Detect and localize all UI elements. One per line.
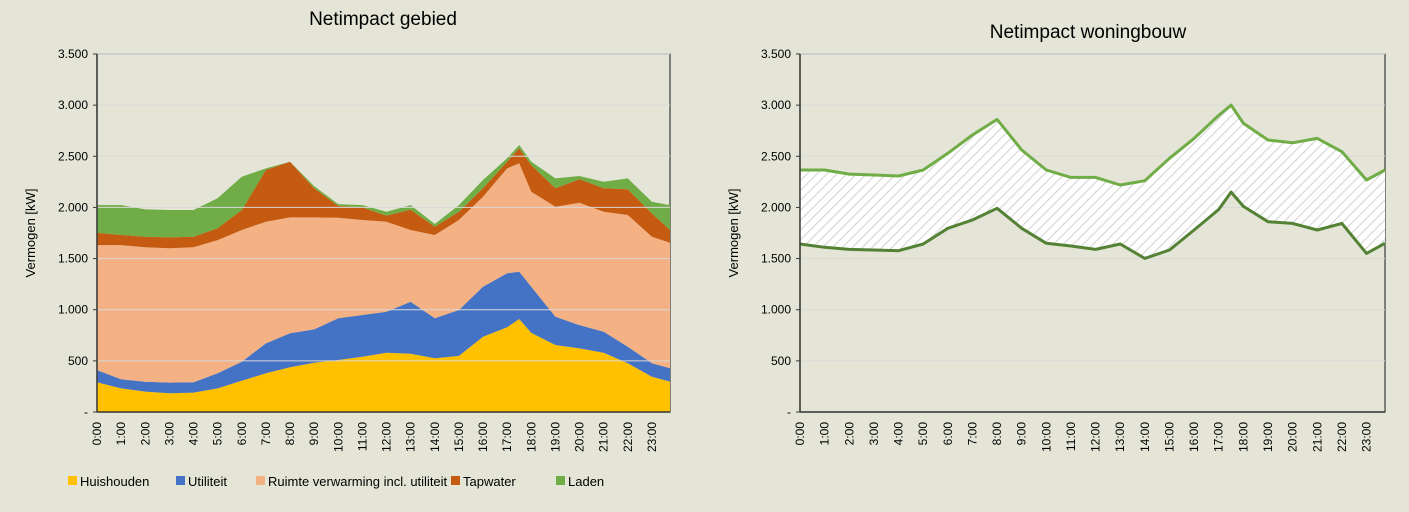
- x-tick-label: 12:00: [1089, 422, 1103, 452]
- x-tick-label: 18:00: [1236, 422, 1250, 452]
- y-tick-label: 3.500: [58, 47, 88, 61]
- y-tick-label: 3.000: [761, 98, 791, 112]
- y-tick-label: 1.500: [58, 252, 88, 266]
- legend-label: Laden: [568, 474, 604, 489]
- legend-label: Utiliteit: [188, 474, 227, 489]
- legend-swatch: [68, 476, 77, 485]
- y-tick-label: 1.500: [761, 252, 791, 266]
- x-tick-label: 1:00: [818, 422, 832, 446]
- x-tick-label: 18:00: [524, 422, 538, 452]
- x-tick-label: 3:00: [162, 422, 176, 446]
- x-tick-label: 12:00: [380, 422, 394, 452]
- plot-area: - 500 1.000 1.500 2.000 2.500 3.000 3.500 0:00 1:…: [58, 47, 671, 452]
- x-tick-label: 21:00: [597, 422, 611, 452]
- x-tick-label: 2:00: [842, 422, 856, 446]
- chart-title: Netimpact woningbouw: [990, 22, 1187, 43]
- x-tick-label: 22:00: [621, 422, 635, 452]
- y-tick-label: 1.000: [58, 303, 88, 317]
- x-tick-label: 6:00: [235, 422, 249, 446]
- x-tick-label: 10:00: [331, 422, 345, 452]
- chart-title: Netimpact gebied: [309, 9, 457, 30]
- line-series-lower: [799, 190, 1386, 260]
- chart-netimpact-woningbouw: Netimpact woningbouw Vermogen [kW] - 500 1…: [726, 22, 1386, 452]
- y-tick-label: -: [787, 405, 791, 419]
- y-tick-label: 2.000: [58, 200, 88, 214]
- y-tick-label: 2.500: [58, 149, 88, 163]
- chart-netimpact-gebied: Netimpact gebied Vermogen [kW] - 500 1.000…: [23, 9, 671, 489]
- x-tick-label: 19:00: [548, 422, 562, 452]
- x-tick-label: 17:00: [500, 422, 514, 452]
- y-tick-label: 500: [771, 354, 791, 368]
- y-tick-label: 2.500: [761, 149, 791, 163]
- y-tick-label: 500: [68, 354, 88, 368]
- x-tick-label: 11:00: [355, 422, 369, 451]
- x-tick-label: 20:00: [1286, 422, 1300, 452]
- y-tick-label: 1.000: [761, 303, 791, 317]
- x-tick-label: 9:00: [1015, 422, 1029, 446]
- legend-label: Huishouden: [80, 474, 149, 489]
- x-tick-label: 21:00: [1310, 422, 1324, 452]
- area-series-huishouden: [97, 319, 670, 412]
- x-tick-label: 6:00: [941, 422, 955, 446]
- area-series-tapwater: [97, 148, 670, 249]
- area-layers: [97, 145, 670, 412]
- y-tick-label: 2.000: [761, 200, 791, 214]
- y-tick-label: 3.500: [761, 47, 791, 61]
- band-area: [800, 105, 1385, 259]
- legend-swatch: [556, 476, 565, 485]
- x-tick-label: 15:00: [1162, 422, 1176, 452]
- x-tick-label: 7:00: [259, 422, 273, 446]
- area-series-laden: [97, 145, 670, 238]
- legend-label: Ruimte verwarming incl. utiliteit: [268, 474, 448, 489]
- y-axis-label: Vermogen [kW]: [23, 189, 38, 278]
- x-tick-label: 2:00: [138, 422, 152, 446]
- x-tick-label: 16:00: [476, 422, 490, 452]
- x-tick-label: 20:00: [573, 422, 587, 452]
- area-series-utiliteit: [97, 271, 670, 394]
- x-tick-label: 13:00: [404, 422, 418, 452]
- x-tick-label: 4:00: [187, 422, 201, 446]
- x-tick-label: 0:00: [90, 422, 104, 446]
- x-tick-label: 9:00: [307, 422, 321, 446]
- x-tick-label: 22:00: [1335, 422, 1349, 452]
- x-tick-label: 4:00: [892, 422, 906, 446]
- plot-area: - 500 1.000 1.500 2.000 2.500 3.000 3.500 0:00 1:…: [761, 47, 1386, 452]
- x-tick-label: 8:00: [283, 422, 297, 446]
- x-tick-label: 17:00: [1212, 422, 1226, 452]
- y-tick-label: -: [84, 405, 88, 419]
- x-tick-label: 5:00: [211, 422, 225, 446]
- legend: Huishouden Utiliteit Ruimte verwarming inc…: [68, 474, 604, 489]
- x-tick-label: 1:00: [114, 422, 128, 446]
- y-axis-label: Vermogen [kW]: [726, 189, 741, 278]
- x-tick-label: 5:00: [916, 422, 930, 446]
- x-tick-label: 7:00: [965, 422, 979, 446]
- x-tick-label: 19:00: [1261, 422, 1275, 452]
- y-tick-label: 3.000: [58, 98, 88, 112]
- x-tick-label: 8:00: [990, 422, 1004, 446]
- legend-swatch: [451, 476, 460, 485]
- x-tick-label: 14:00: [428, 422, 442, 452]
- area-series-ruimte: [97, 163, 670, 383]
- x-tick-label: 14:00: [1138, 422, 1152, 452]
- x-tick-label: 13:00: [1113, 422, 1127, 452]
- legend-swatch: [176, 476, 185, 485]
- x-tick-label: 23:00: [1360, 422, 1374, 452]
- x-tick-label: 15:00: [452, 422, 466, 452]
- x-tick-label: 16:00: [1187, 422, 1201, 452]
- x-tick-label: 23:00: [645, 422, 659, 452]
- x-tick-label: 0:00: [793, 422, 807, 446]
- x-tick-label: 11:00: [1064, 422, 1078, 451]
- x-tick-label: 3:00: [867, 422, 881, 446]
- legend-swatch: [256, 476, 265, 485]
- legend-label: Tapwater: [463, 474, 516, 489]
- x-tick-label: 10:00: [1039, 422, 1053, 452]
- line-series-upper: [800, 103, 1386, 187]
